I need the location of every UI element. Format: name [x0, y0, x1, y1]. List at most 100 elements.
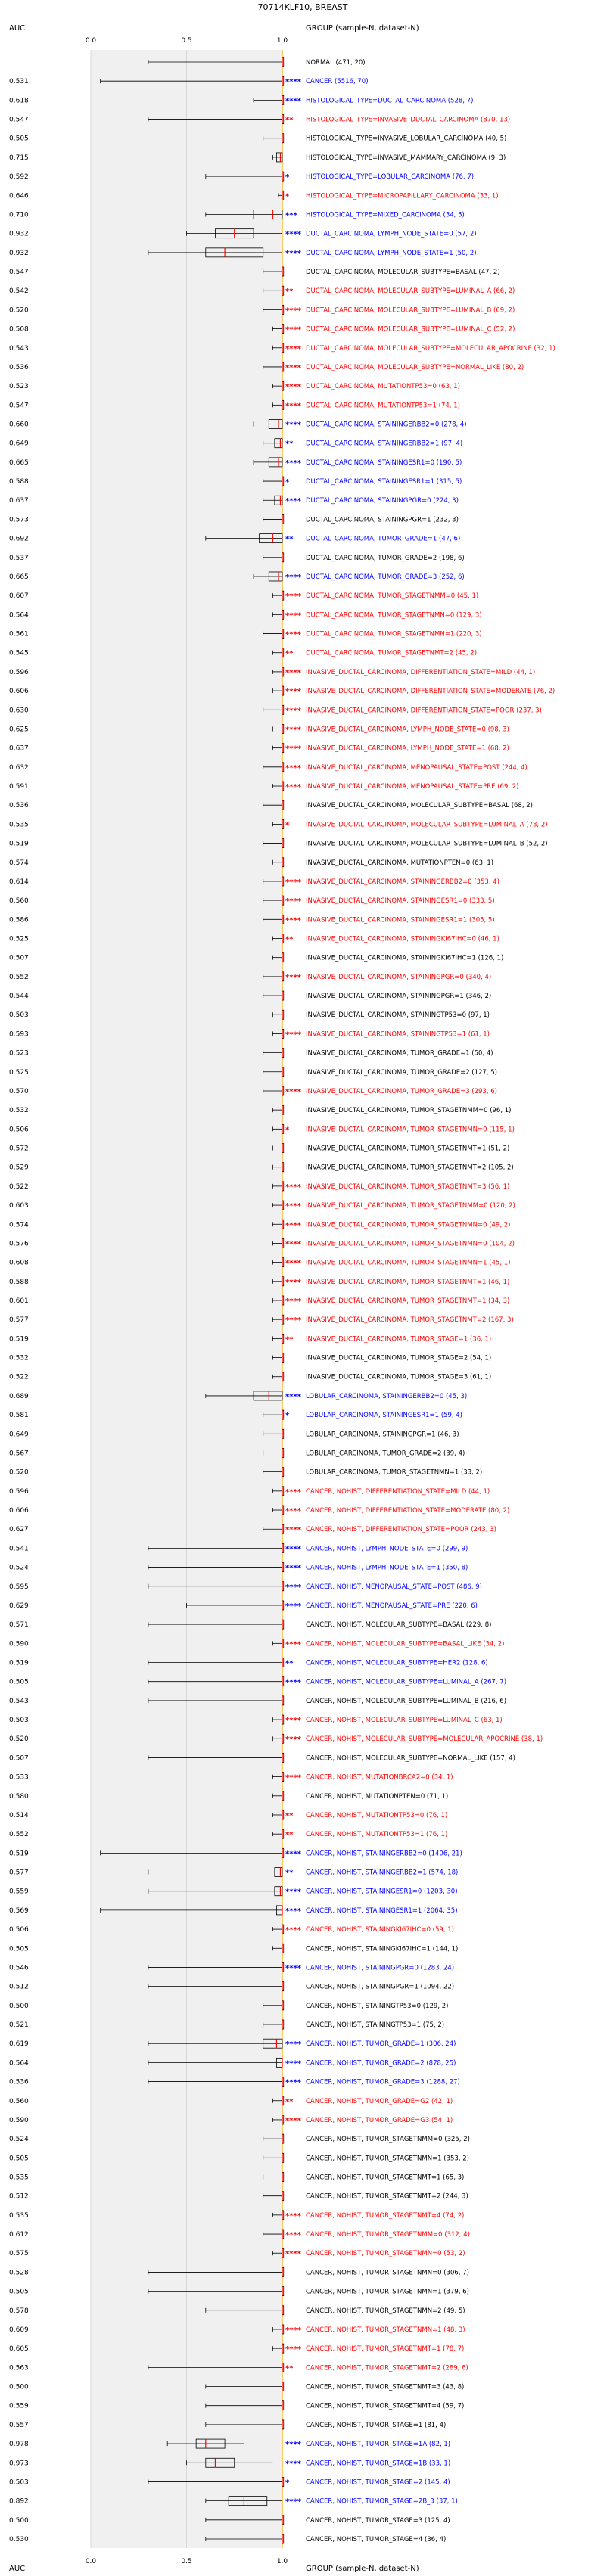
- auc-value: 0.592: [9, 173, 29, 181]
- data-row: 0.580 CANCER, NOHIST, MUTATIONPTEN=0 (71,…: [9, 1791, 448, 1801]
- group-label: HISTOLOGICAL_TYPE=MIXED_CARCINOMA (34, 5…: [306, 211, 465, 219]
- data-row: 0.532 INVASIVE_DUCTAL_CARCINOMA, TUMOR_ST…: [9, 1353, 491, 1363]
- group-label: INVASIVE_DUCTAL_CARCINOMA, TUMOR_STAGETN…: [306, 1260, 510, 1267]
- auc-value: 0.552: [9, 1831, 29, 1838]
- data-row: 0.665 **** DUCTAL_CARCINOMA, TUMOR_GRADE=3…: [9, 571, 465, 582]
- data-row: 0.588 * DUCTAL_CARCINOMA, STAININGESR1=1 (…: [9, 476, 462, 486]
- group-label: CANCER, NOHIST, STAININGPGR=1 (1094, 22): [306, 1984, 454, 1991]
- significance-stars: ****: [285, 1030, 302, 1039]
- auc-value: 0.715: [9, 154, 29, 162]
- significance-stars: ****: [285, 2459, 302, 2468]
- auc-value: 0.529: [9, 1164, 29, 1172]
- significance-stars: *: [285, 173, 290, 182]
- data-row: 0.505 CANCER, NOHIST, TUMOR_STAGETNMN=1 (…: [9, 2286, 469, 2297]
- auc-value: 0.519: [9, 1850, 29, 1857]
- data-row: 0.520 **** DUCTAL_CARCINOMA, MOLECULAR_SUB…: [9, 304, 515, 315]
- group-label: INVASIVE_DUCTAL_CARCINOMA, MUTATIONPTEN=…: [306, 859, 493, 867]
- data-row: 0.559 CANCER, NOHIST, TUMOR_STAGETNMT=4 (…: [9, 2400, 464, 2411]
- data-row: 0.523 INVASIVE_DUCTAL_CARCINOMA, TUMOR_GR…: [9, 1048, 493, 1058]
- auc-value: 0.505: [9, 1945, 29, 1953]
- significance-stars: ****: [285, 497, 302, 505]
- group-label: INVASIVE_DUCTAL_CARCINOMA, MOLECULAR_SUB…: [306, 841, 548, 848]
- data-row: 0.507 CANCER, NOHIST, MOLECULAR_SUBTYPE=N…: [9, 1753, 515, 1763]
- data-row: 0.523 **** DUCTAL_CARCINOMA, MUTATIONTP53=…: [9, 381, 460, 391]
- significance-stars: ****: [285, 916, 302, 924]
- group-label: INVASIVE_DUCTAL_CARCINOMA, LYMPH_NODE_ST…: [306, 745, 509, 753]
- group-label: INVASIVE_DUCTAL_CARCINOMA, STAININGESR1=…: [306, 916, 495, 924]
- auc-value: 0.519: [9, 841, 29, 848]
- significance-stars: *: [285, 821, 290, 829]
- group-label: INVASIVE_DUCTAL_CARCINOMA, TUMOR_STAGETN…: [306, 1316, 514, 1324]
- group-label: INVASIVE_DUCTAL_CARCINOMA, TUMOR_STAGETN…: [306, 1279, 509, 1286]
- significance-stars: ****: [285, 402, 302, 410]
- data-row: 0.560 ** CANCER, NOHIST, TUMOR_GRADE=G2 (4…: [9, 2096, 453, 2106]
- significance-stars: ****: [285, 745, 302, 754]
- data-row: 0.545 ** DUCTAL_CARCINOMA, TUMOR_STAGETNMT…: [9, 648, 477, 658]
- significance-stars: *: [285, 2478, 290, 2487]
- data-row: 0.533 **** CANCER, NOHIST, MUTATIONBRCA2=0…: [9, 1772, 453, 1782]
- data-row: 0.627 **** CANCER, NOHIST, DIFFERENTIATION…: [9, 1524, 496, 1534]
- auc-value: 0.572: [9, 1145, 29, 1153]
- data-row: 0.978 **** CANCER, NOHIST, TUMOR_STAGE=1A …: [9, 2438, 450, 2449]
- data-row: 0.519 ** CANCER, NOHIST, MOLECULAR_SUBTYPE…: [9, 1658, 488, 1668]
- auc-value: 0.560: [9, 2098, 29, 2105]
- significance-stars: ****: [285, 573, 302, 582]
- data-row: 0.520 **** CANCER, NOHIST, MOLECULAR_SUBTY…: [9, 1733, 543, 1744]
- auc-value: 0.507: [9, 1754, 29, 1762]
- auc-value: 0.627: [9, 1526, 29, 1533]
- group-label: CANCER, NOHIST, STAININGESR1=0 (1203, 30…: [306, 1888, 458, 1896]
- data-row: 0.609 **** CANCER, NOHIST, TUMOR_STAGETNMN…: [9, 2324, 465, 2335]
- auc-value: 0.689: [9, 1393, 29, 1400]
- auc-value: 0.605: [9, 2345, 29, 2353]
- significance-stars: **: [285, 287, 294, 296]
- auc-value: 0.588: [9, 1279, 29, 1286]
- data-row: 0.519 ** INVASIVE_DUCTAL_CARCINOMA, TUMOR_…: [9, 1333, 491, 1344]
- iqr-box: [268, 457, 283, 468]
- auc-value: 0.533: [9, 1774, 29, 1782]
- group-label: CANCER, NOHIST, TUMOR_STAGETNMT=4 (74, 2…: [306, 2212, 464, 2220]
- significance-stars: ****: [285, 306, 302, 315]
- auc-value: 0.978: [9, 2441, 29, 2448]
- group-label: HISTOLOGICAL_TYPE=LOBULAR_CARCINOMA (76,…: [306, 173, 474, 181]
- group-label: CANCER, NOHIST, TUMOR_GRADE=1 (306, 24): [306, 2040, 456, 2048]
- data-row: 0.557 CANCER, NOHIST, TUMOR_STAGE=1 (81, …: [9, 2419, 446, 2430]
- group-label: CANCER, NOHIST, TUMOR_STAGETNMN=1 (379, …: [306, 2289, 469, 2296]
- auc-value: 0.649: [9, 1431, 29, 1438]
- data-row: 0.560 **** INVASIVE_DUCTAL_CARCINOMA, STAI…: [9, 895, 495, 906]
- data-row: 0.506 * INVASIVE_DUCTAL_CARCINOMA, TUMOR_S…: [9, 1123, 515, 1134]
- significance-stars: **: [285, 1660, 294, 1668]
- axis-ticks: 0.0 0.0 0.5 0.5 1.0 1.0: [86, 37, 288, 2565]
- group-label: CANCER, NOHIST, STAININGTP53=0 (129, 2): [306, 2003, 448, 2010]
- group-label: CANCER, NOHIST, TUMOR_STAGE=4 (36, 4): [306, 2536, 446, 2543]
- group-label: CANCER, NOHIST, TUMOR_GRADE=G3 (54, 1): [306, 2117, 453, 2124]
- data-row: 0.532 INVASIVE_DUCTAL_CARCINOMA, TUMOR_ST…: [9, 1105, 511, 1115]
- x-tick-label: 0.0: [86, 2558, 97, 2565]
- group-label: LOBULAR_CARCINOMA, TUMOR_GRADE=2 (39, 4): [306, 1450, 465, 1457]
- auc-value: 0.606: [9, 1507, 29, 1515]
- data-row: 0.603 **** INVASIVE_DUCTAL_CARCINOMA, TUMO…: [9, 1200, 515, 1210]
- data-row: 0.537 DUCTAL_CARCINOMA, TUMOR_GRADE=2 (19…: [9, 552, 465, 563]
- group-label: CANCER, NOHIST, TUMOR_STAGETNMN=1 (48, 3…: [306, 2326, 465, 2334]
- group-label: INVASIVE_DUCTAL_CARCINOMA, STAININGKI67I…: [306, 955, 503, 962]
- group-label: CANCER, NOHIST, STAININGESR1=1 (2064, 35…: [306, 1907, 458, 1915]
- significance-stars: ****: [285, 1221, 302, 1229]
- iqr-box: [276, 152, 283, 163]
- auc-value: 0.557: [9, 2422, 29, 2429]
- iqr-box: [195, 2438, 226, 2449]
- auc-value: 0.532: [9, 1355, 29, 1363]
- auc-value: 0.503: [9, 1011, 29, 1019]
- data-row: 0.536 **** DUCTAL_CARCINOMA, MOLECULAR_SUB…: [9, 362, 524, 372]
- auc-value: 0.563: [9, 2364, 29, 2372]
- group-label: CANCER, NOHIST, TUMOR_STAGETNMT=1 (78, 7…: [306, 2345, 464, 2353]
- significance-stars: ****: [285, 1088, 302, 1096]
- auc-value: 0.547: [9, 117, 29, 124]
- auc-value: 0.523: [9, 383, 29, 390]
- auc-value: 0.573: [9, 516, 29, 524]
- group-label: DUCTAL_CARCINOMA, STAININGPGR=0 (224, 3): [306, 497, 459, 505]
- significance-stars: ****: [285, 2231, 302, 2239]
- auc-value: 0.547: [9, 402, 29, 409]
- data-row: 0.932 **** DUCTAL_CARCINOMA, LYMPH_NODE_ST…: [9, 247, 477, 258]
- significance-stars: ****: [285, 1279, 302, 1287]
- auc-value: 0.595: [9, 1583, 29, 1591]
- iqr-box: [228, 2496, 268, 2506]
